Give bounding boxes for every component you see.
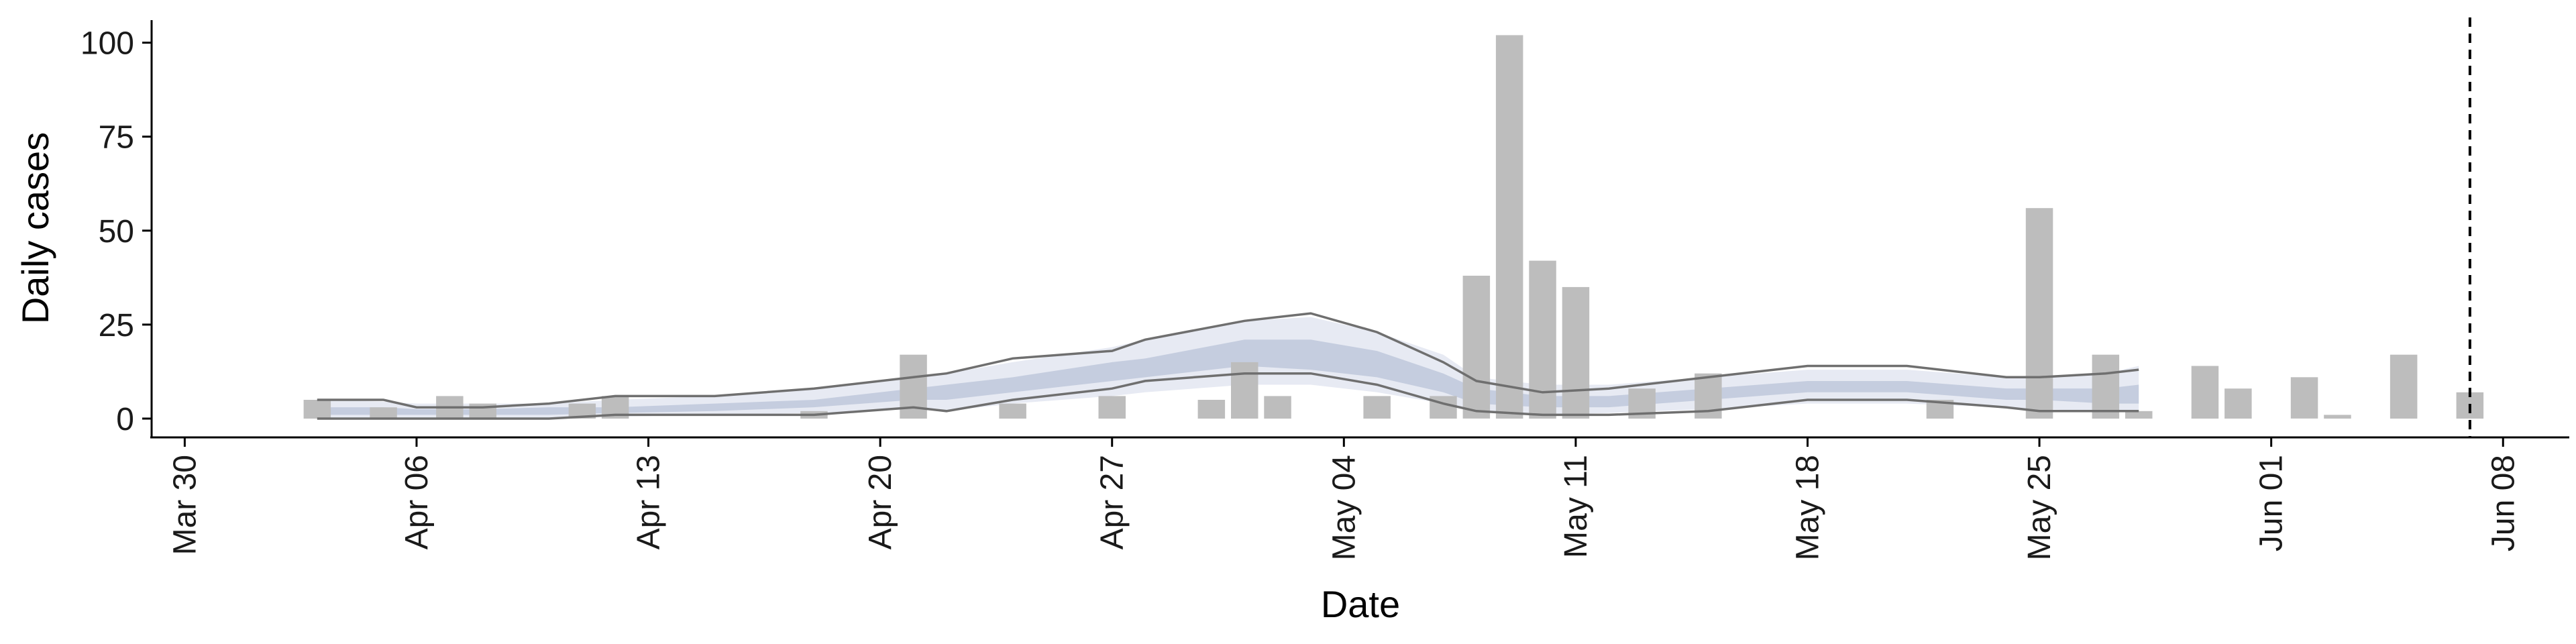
bar: [2025, 208, 2053, 419]
x-axis-title: Date: [1321, 583, 1400, 625]
y-axis-title: Daily cases: [14, 132, 56, 324]
x-tick-label: Apr 13: [631, 455, 667, 549]
x-tick-label: May 18: [1790, 455, 1825, 560]
y-tick-label: 0: [116, 402, 134, 437]
x-tick-label: Jun 08: [2485, 455, 2521, 551]
estimate-bands: [317, 317, 2139, 419]
bar: [1495, 35, 1523, 419]
x-axis-ticks: Mar 30 Apr 06 Apr 13 Apr 20 Apr 27 May 04 May …: [167, 437, 2521, 560]
x-tick-label: May 11: [1558, 455, 1594, 558]
bar: [1098, 396, 1126, 419]
band-90: [317, 317, 2139, 419]
upper-bound-line: [317, 312, 2139, 409]
bar: [2290, 377, 2318, 419]
daily-case-bars: [303, 35, 2484, 419]
band-50: [317, 339, 2139, 415]
estimate-bound-lines: [317, 312, 2139, 420]
y-tick-label: 100: [80, 26, 134, 62]
x-tick-label: Apr 27: [1095, 455, 1130, 549]
x-tick-label: Jun 01: [2254, 455, 2290, 551]
bar: [1430, 396, 1457, 419]
bar: [2390, 354, 2418, 419]
bar: [1562, 286, 1590, 419]
x-tick-label: Mar 30: [167, 455, 203, 555]
y-tick-label: 25: [99, 308, 134, 343]
x-tick-label: Apr 20: [863, 455, 898, 549]
y-axis-ticks: 0 25 50 75 100: [80, 26, 152, 437]
y-tick-label: 75: [99, 120, 134, 156]
x-tick-label: Apr 06: [399, 455, 435, 549]
bar: [303, 400, 331, 419]
bar: [2224, 388, 2252, 419]
y-tick-label: 50: [99, 214, 134, 250]
bar: [1462, 276, 1491, 419]
x-tick-label: May 25: [2022, 455, 2057, 560]
bar: [1264, 396, 1291, 419]
x-tick-label: May 04: [1326, 455, 1362, 560]
bar: [568, 403, 596, 419]
bar: [2324, 415, 2351, 419]
bar: [370, 407, 397, 419]
bar: [1197, 400, 1226, 419]
bar: [2191, 366, 2219, 419]
bar: [1231, 362, 1258, 419]
bar: [999, 403, 1026, 419]
bar: [1529, 260, 1556, 419]
bar: [2092, 354, 2120, 419]
lower-bound-line: [317, 372, 2139, 420]
bar: [2125, 411, 2153, 419]
bar: [1363, 396, 1391, 419]
